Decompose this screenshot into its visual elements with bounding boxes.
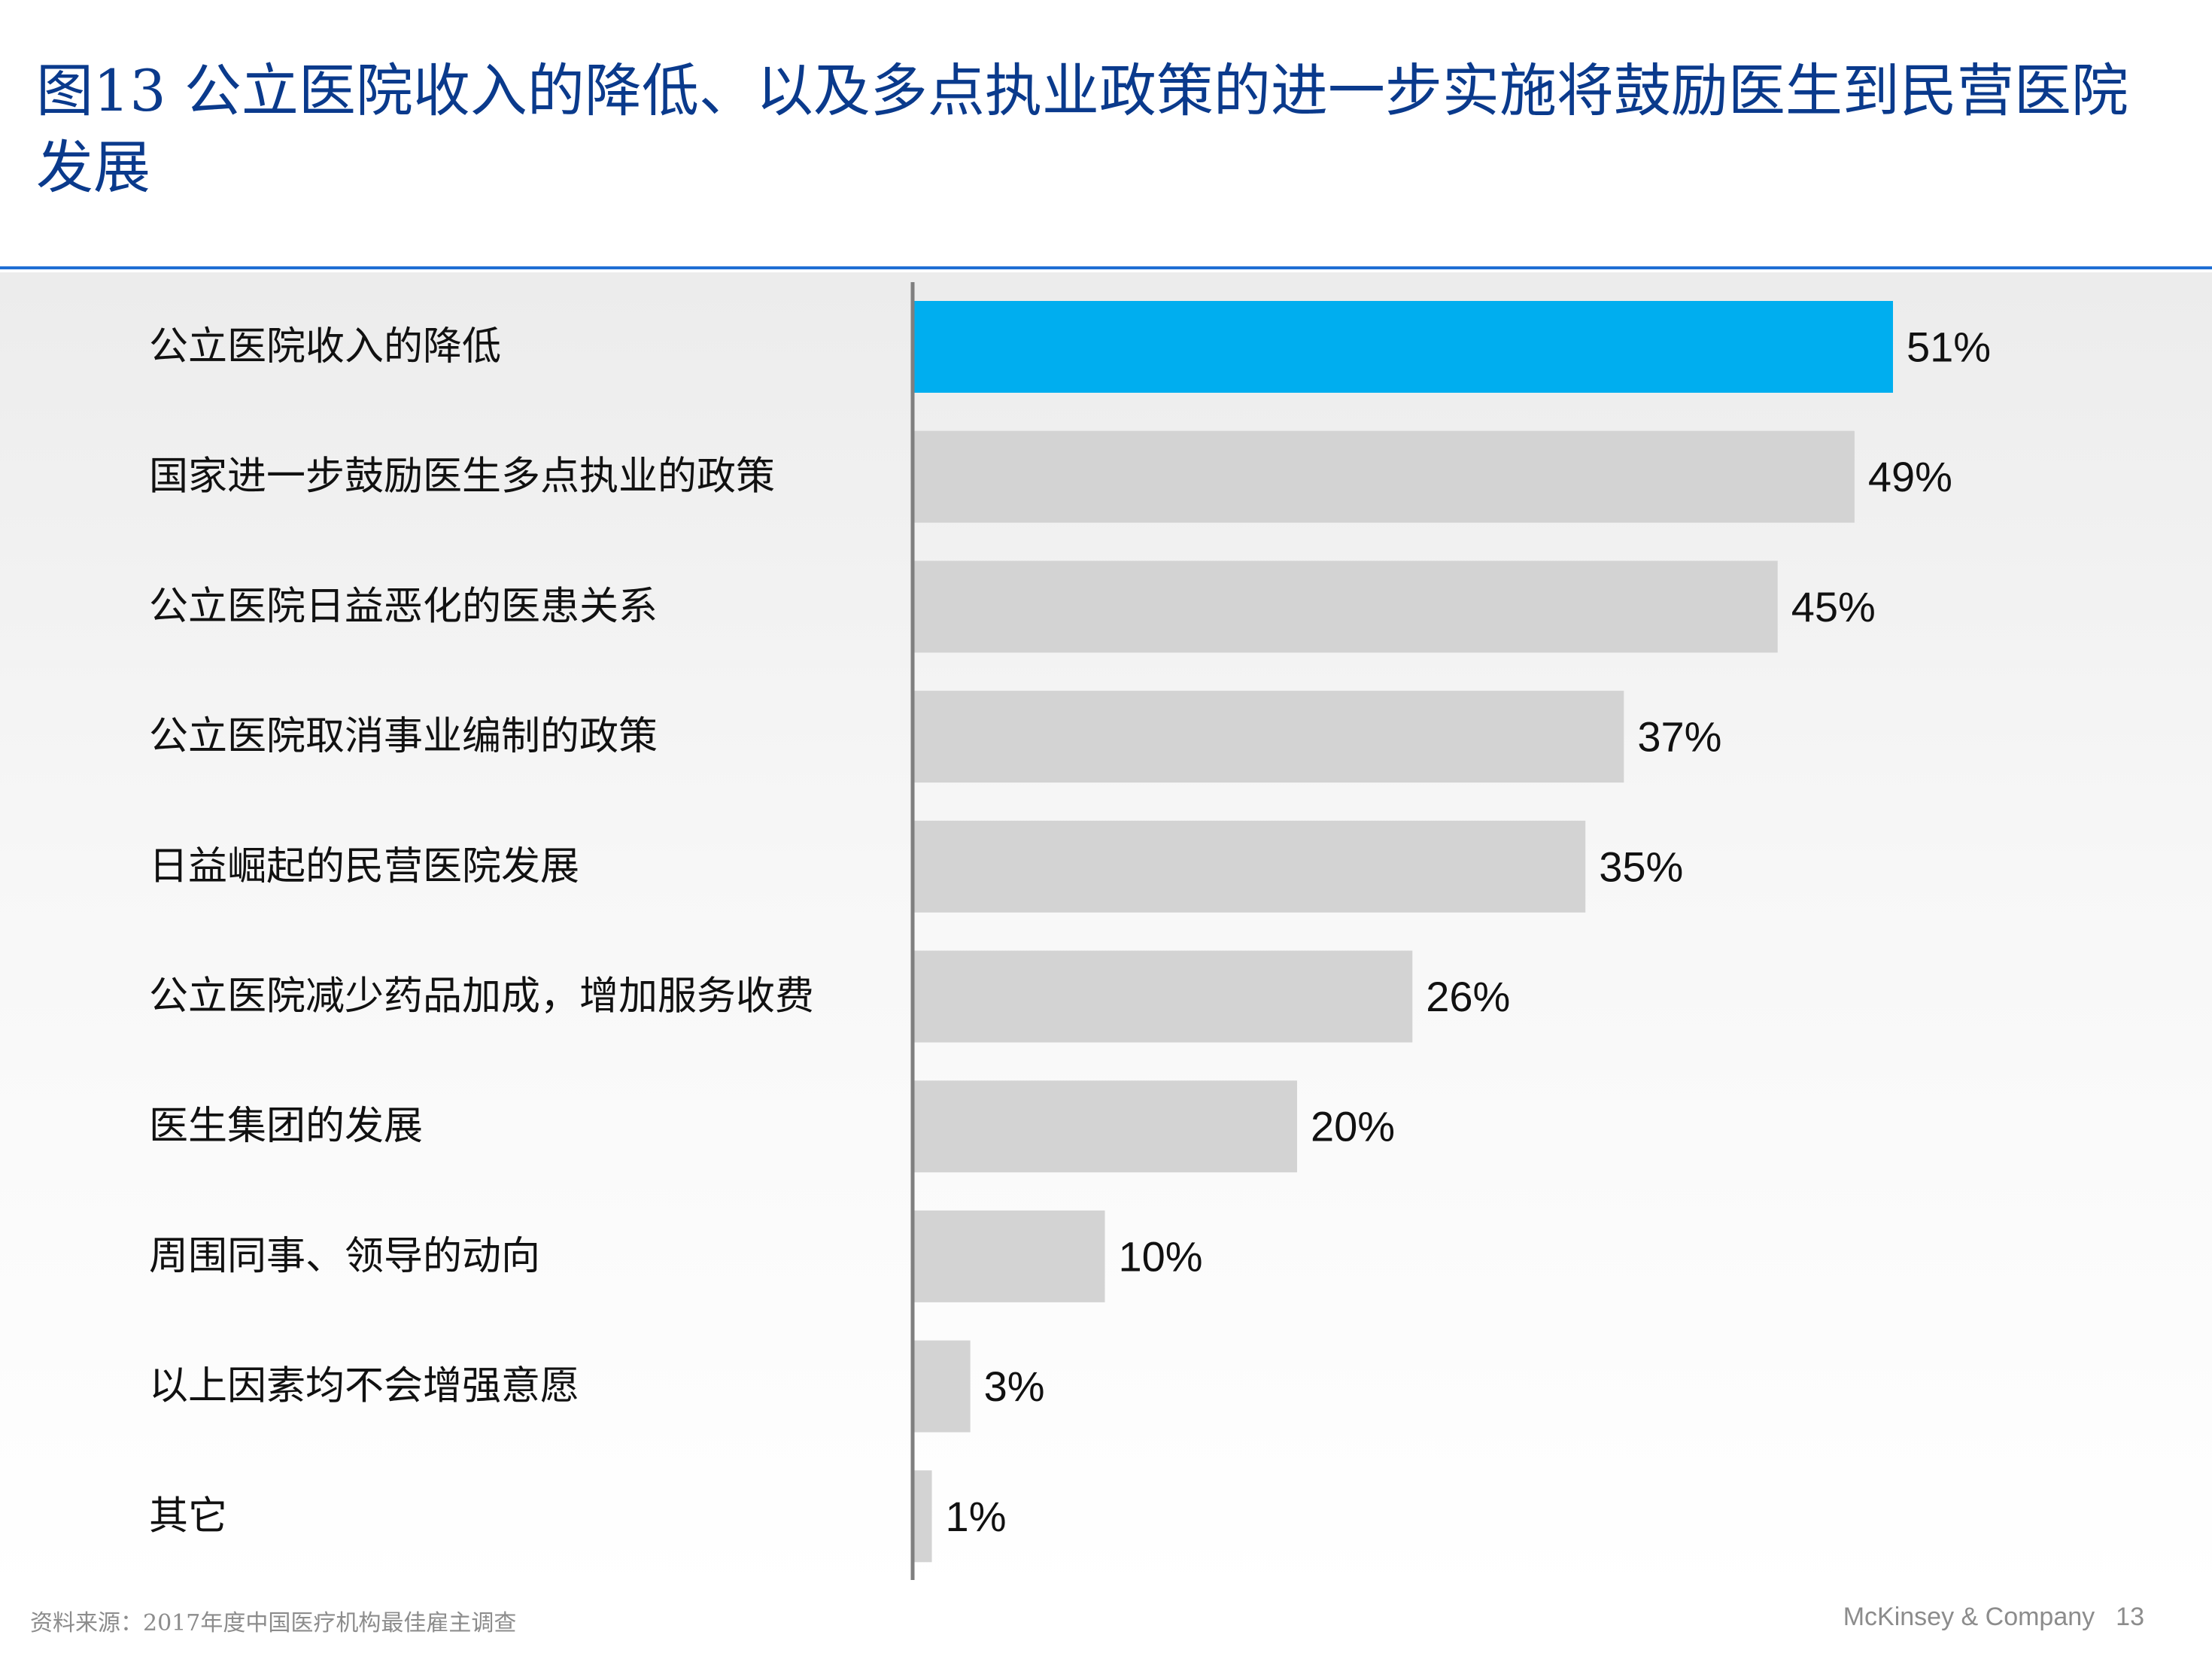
bar-1 — [913, 301, 1893, 393]
category-label-8: 周围同事、领导的动向 — [149, 1234, 540, 1279]
bar-8 — [913, 1210, 1105, 1302]
company-name: McKinsey & Company — [1843, 1603, 2095, 1631]
category-label-5: 日益崛起的民营医院发展 — [149, 844, 579, 889]
bar-5 — [913, 820, 1586, 913]
value-label-8: 10% — [1118, 1232, 1202, 1280]
footer-right: McKinsey & Company 13 — [1822, 1603, 2144, 1632]
source-note: 资料来源：2017年度中国医疗机构最佳雇主调查 — [30, 1610, 517, 1636]
category-label-6: 公立医院减少药品加成，增加服务收费 — [149, 974, 814, 1019]
value-label-9: 3% — [984, 1363, 1045, 1410]
value-label-7: 20% — [1311, 1103, 1395, 1150]
value-label-5: 35% — [1599, 843, 1683, 890]
bar-9 — [913, 1340, 971, 1433]
page-number: 13 — [2116, 1603, 2144, 1631]
bar-6 — [913, 950, 1413, 1043]
category-label-7: 医生集团的发展 — [149, 1104, 423, 1149]
value-labels-layer: 51% 49% 45% 37% 35% 26% 20% 10% 3% 1% — [946, 324, 1992, 1540]
title-divider — [0, 266, 2212, 269]
value-label-4: 37% — [1637, 713, 1721, 761]
category-label-2: 国家进一步鼓励医生多点执业的政策 — [149, 454, 775, 500]
category-label-1: 公立医院收入的降低 — [149, 324, 501, 369]
bar-10 — [913, 1470, 932, 1563]
value-label-2: 49% — [1868, 453, 1952, 500]
category-labels-layer: 公立医院收入的降低国家进一步鼓励医生多点执业的政策公立医院日益恶化的医患关系公立… — [149, 324, 814, 1539]
value-label-3: 45% — [1791, 583, 1876, 630]
value-label-6: 26% — [1426, 973, 1510, 1020]
category-label-3: 公立医院日益恶化的医患关系 — [149, 584, 658, 629]
bar-4 — [913, 691, 1624, 783]
bar-7 — [913, 1080, 1297, 1173]
bar-2 — [913, 430, 1855, 523]
value-label-10: 1% — [946, 1493, 1007, 1540]
category-label-9: 以上因素均不会增强意愿 — [149, 1364, 579, 1409]
category-label-4: 公立医院取消事业编制的政策 — [149, 714, 658, 759]
category-label-10: 其它 — [149, 1493, 227, 1539]
page-title: 图13 公立医院收入的降低、以及多点执业政策的进一步实施将鼓励医生到民营医院发展 — [36, 57, 2128, 201]
bars-layer — [913, 301, 1893, 1563]
bar-3 — [913, 561, 1778, 653]
value-label-1: 51% — [1907, 324, 1991, 371]
